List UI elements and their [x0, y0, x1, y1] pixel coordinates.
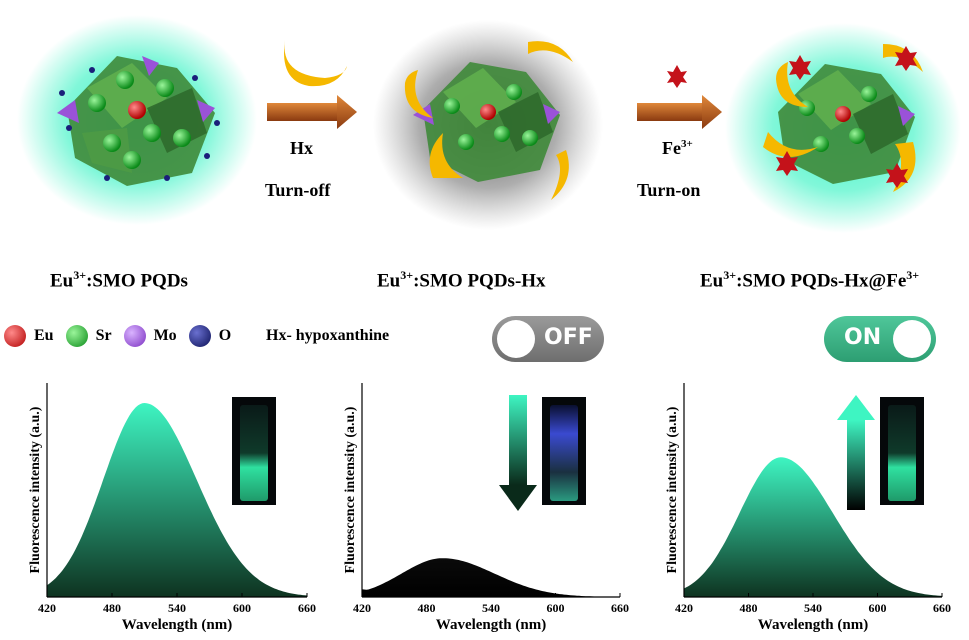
- legend-o: O: [188, 325, 231, 347]
- x-tick-label-2: 540: [482, 601, 500, 615]
- crystal-structure-3: [763, 44, 923, 192]
- crystal-structure-1: [57, 56, 220, 186]
- toggle-knob: [893, 320, 931, 358]
- spectrum-area-2: [362, 558, 620, 597]
- x-tick-label-3: 540: [804, 601, 822, 615]
- crystal-structure-2: [404, 41, 573, 200]
- green-sphere-icon: [65, 325, 88, 347]
- on-toggle: ON: [824, 316, 936, 362]
- x-tick-label-2: 420: [353, 601, 371, 615]
- x-axis-label-2: Wavelength (nm): [436, 617, 546, 633]
- on-label: ON: [844, 325, 882, 350]
- state2-label: Eu3+:SMO PQDs-Hx: [377, 268, 546, 292]
- fe-ion-icon: [667, 65, 687, 88]
- atom-legend: Eu Sr Mo O: [4, 325, 243, 347]
- legend-mo: Mo: [123, 325, 177, 347]
- legend-note: Hx- hypoxanthine: [266, 327, 390, 344]
- x-tick-label-3: 420: [675, 601, 693, 615]
- fe-star-icon: [776, 46, 917, 188]
- x-tick-label-3: 480: [740, 601, 758, 615]
- spectrum-area-3: [684, 457, 942, 597]
- spectra-panels: 420 480 540 600 660 Wavelength (nm) Fluorescen…: [28, 383, 951, 633]
- x-tick-label-2: 480: [418, 601, 436, 615]
- purple-sphere-icon: [123, 325, 146, 347]
- step1-action: Turn-off: [265, 180, 331, 200]
- vial-liquid-1: [240, 405, 268, 501]
- up-arrow-head-icon: [837, 395, 875, 420]
- x-tick-label-1: 600: [233, 601, 251, 615]
- x-tick-label-3: 600: [869, 601, 887, 615]
- x-tick-label-1: 540: [168, 601, 186, 615]
- x-tick-label-2: 660: [611, 601, 629, 615]
- schematic: [17, 15, 961, 233]
- legend-sr: Sr: [65, 325, 112, 347]
- down-arrow-head-icon: [499, 485, 537, 511]
- legend-eu: Eu: [4, 325, 54, 347]
- off-label: OFF: [544, 325, 593, 350]
- x-tick-label-1: 660: [298, 601, 316, 615]
- y-axis-label-2: Fluorescence intensity (a.u.): [343, 406, 358, 573]
- y-axis-label-1: Fluorescence intensity (a.u.): [28, 406, 43, 573]
- navy-sphere-icon: [188, 325, 211, 347]
- up-arrow-icon: [847, 420, 865, 510]
- down-arrow-icon: [509, 395, 527, 485]
- x-tick-label-1: 420: [38, 601, 56, 615]
- vial-liquid-2: [550, 405, 578, 501]
- off-toggle: OFF: [492, 316, 604, 362]
- toggle-knob: [497, 320, 535, 358]
- right-arrow-1: [267, 95, 357, 129]
- red-sphere-icon: [4, 325, 26, 347]
- spectrum-area-1: [47, 403, 307, 597]
- y-axis-label-3: Fluorescence intensity (a.u.): [665, 406, 680, 573]
- x-axis-label-1: Wavelength (nm): [122, 617, 232, 633]
- state1-label: Eu3+:SMO PQDs: [50, 268, 188, 292]
- x-tick-label-2: 600: [547, 601, 565, 615]
- right-arrow-2: [637, 95, 722, 129]
- x-axis-label-3: Wavelength (nm): [758, 617, 868, 633]
- step2-reagent: Fe3+: [662, 138, 693, 158]
- state3-label: Eu3+:SMO PQDs-Hx@Fe3+: [700, 268, 920, 292]
- vial-liquid-3: [888, 405, 916, 501]
- x-tick-label-1: 480: [103, 601, 121, 615]
- step2-action: Turn-on: [637, 180, 701, 200]
- x-tick-label-3: 660: [933, 601, 951, 615]
- moon-icon: [284, 40, 347, 87]
- step1-reagent: Hx: [290, 138, 314, 158]
